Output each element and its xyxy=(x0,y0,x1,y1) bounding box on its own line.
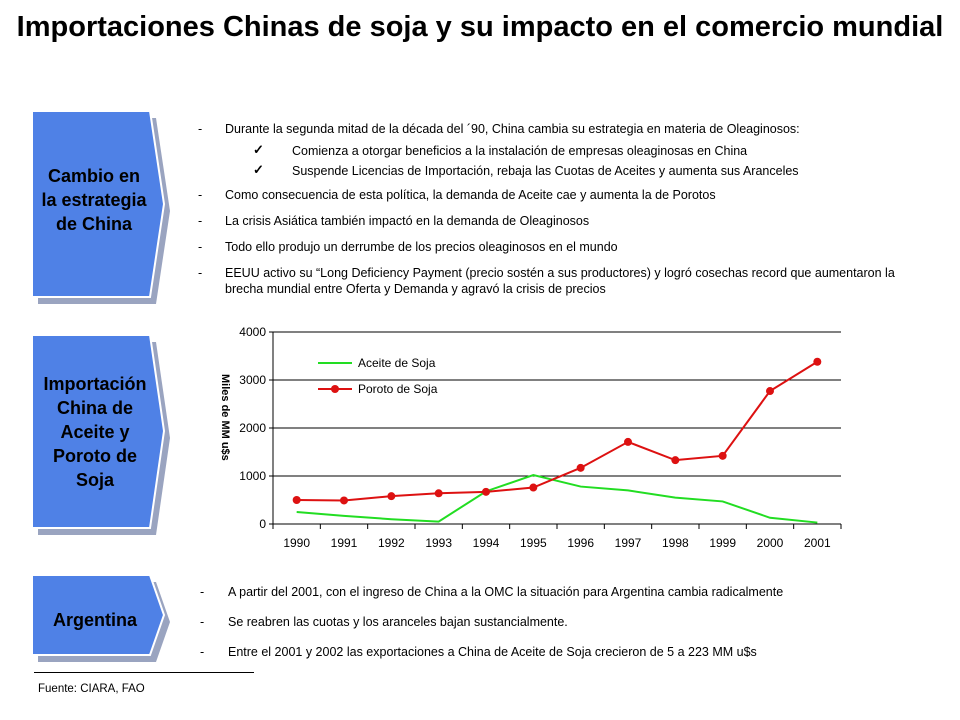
importacion-label: Importación China de Aceite y Poroto de … xyxy=(43,374,147,490)
x-tick-label: 1991 xyxy=(331,536,358,550)
x-tick-label: 1992 xyxy=(378,536,405,550)
argentina-arrow-shape xyxy=(31,574,170,662)
y-tick-label: 3000 xyxy=(239,373,266,387)
bullet-text: EEUU activo su “Long Deficiency Payment … xyxy=(225,266,895,296)
sub-bullet-item: ✓ Suspende Licencias de Importación, reb… xyxy=(225,162,918,179)
data-point xyxy=(766,387,774,396)
cambio-bullets: - Durante la segunda mitad de la década … xyxy=(198,121,918,307)
sub-bullet-text: Suspende Licencias de Importación, rebaj… xyxy=(292,164,799,178)
legend-label: Aceite de Soja xyxy=(358,356,436,370)
data-point xyxy=(434,489,443,498)
cambio-label: Cambio en la estrategia de China xyxy=(41,166,147,234)
bullet-item: - Durante la segunda mitad de la década … xyxy=(198,121,918,179)
bullet-text: A partir del 2001, con el ingreso de Chi… xyxy=(228,585,784,599)
data-point xyxy=(292,496,301,504)
y-axis-label: Miles de MM u$s xyxy=(219,374,231,461)
bullet-dash: - xyxy=(200,645,205,659)
importacion-arrow-shape xyxy=(31,334,170,535)
bullet-text: La crisis Asiática también impactó en la… xyxy=(225,214,590,228)
sub-bullet-text: Comienza a otorgar beneficios a la insta… xyxy=(292,144,748,158)
bullet-item: - La crisis Asiática también impactó en … xyxy=(198,213,918,229)
bullet-text: Todo ello produjo un derrumbe de los pre… xyxy=(225,240,618,254)
x-tick-label: 1999 xyxy=(709,536,736,550)
bullet-item: - EEUU activo su “Long Deficiency Paymen… xyxy=(198,265,905,297)
series-line xyxy=(296,360,818,502)
bullet-item: - Entre el 2001 y 2002 las exportaciones… xyxy=(200,644,920,660)
bullet-dash: - xyxy=(198,240,203,254)
bullet-dash: - xyxy=(200,585,205,599)
data-point xyxy=(529,483,538,492)
bullet-text: Durante la segunda mitad de la década de… xyxy=(225,122,800,136)
bullet-text: Como consecuencia de esta política, la d… xyxy=(225,188,716,202)
bullet-dash: - xyxy=(198,122,203,136)
bullet-item: - A partir del 2001, con el ingreso de C… xyxy=(200,584,920,600)
bullet-item: - Como consecuencia de esta política, la… xyxy=(198,187,918,203)
y-tick-label: 4000 xyxy=(239,325,266,339)
x-tick-label: 1994 xyxy=(473,536,500,550)
data-point xyxy=(813,357,822,366)
check-icon: ✓ xyxy=(253,162,264,177)
imports-line-chart: 0 1000 2000 3000 4000 1990 1991 1992 1993 1994 199… xyxy=(219,325,842,550)
y-tick-label: 0 xyxy=(259,517,266,531)
data-point xyxy=(624,437,632,446)
y-tick-label: 1000 xyxy=(239,469,266,483)
x-tick-label: 1995 xyxy=(520,536,547,550)
data-point xyxy=(718,451,727,460)
legend-label: Poroto de Soja xyxy=(358,382,438,396)
x-tick-label: 1997 xyxy=(615,536,642,550)
x-tick-label: 2000 xyxy=(757,536,784,550)
y-tick-label: 2000 xyxy=(239,421,266,435)
data-point xyxy=(387,492,396,501)
x-tick-label: 1990 xyxy=(283,536,310,550)
data-point xyxy=(482,487,490,496)
data-point xyxy=(671,456,680,465)
bullet-text: Entre el 2001 y 2002 las exportaciones a… xyxy=(228,645,757,659)
x-tick-label: 1993 xyxy=(425,536,452,550)
argentina-label: Argentina xyxy=(52,610,137,630)
series-line xyxy=(296,473,818,524)
argentina-bullets: - A partir del 2001, con el ingreso de C… xyxy=(200,584,920,674)
bullet-dash: - xyxy=(198,266,203,280)
sub-bullet-item: ✓ Comienza a otorgar beneficios a la ins… xyxy=(225,142,918,159)
data-point xyxy=(576,463,585,472)
source-divider xyxy=(34,672,254,673)
bullet-dash: - xyxy=(200,615,205,629)
x-tick-label: 2001 xyxy=(804,536,831,550)
page-title: Importaciones Chinas de soja y su impact… xyxy=(16,11,944,43)
cambio-arrow-shape xyxy=(31,110,170,304)
bullet-text: Se reabren las cuotas y los aranceles ba… xyxy=(228,615,568,629)
bullet-dash: - xyxy=(198,214,203,228)
legend-marker xyxy=(331,385,339,393)
data-point xyxy=(340,496,348,505)
bullet-item: - Se reabren las cuotas y los aranceles … xyxy=(200,614,920,630)
bullet-item: - Todo ello produjo un derrumbe de los p… xyxy=(198,239,918,255)
source-note: Fuente: CIARA, FAO xyxy=(38,683,145,695)
check-icon: ✓ xyxy=(253,142,264,157)
x-tick-label: 1996 xyxy=(567,536,594,550)
x-tick-label: 1998 xyxy=(662,536,689,550)
bullet-dash: - xyxy=(198,188,203,202)
